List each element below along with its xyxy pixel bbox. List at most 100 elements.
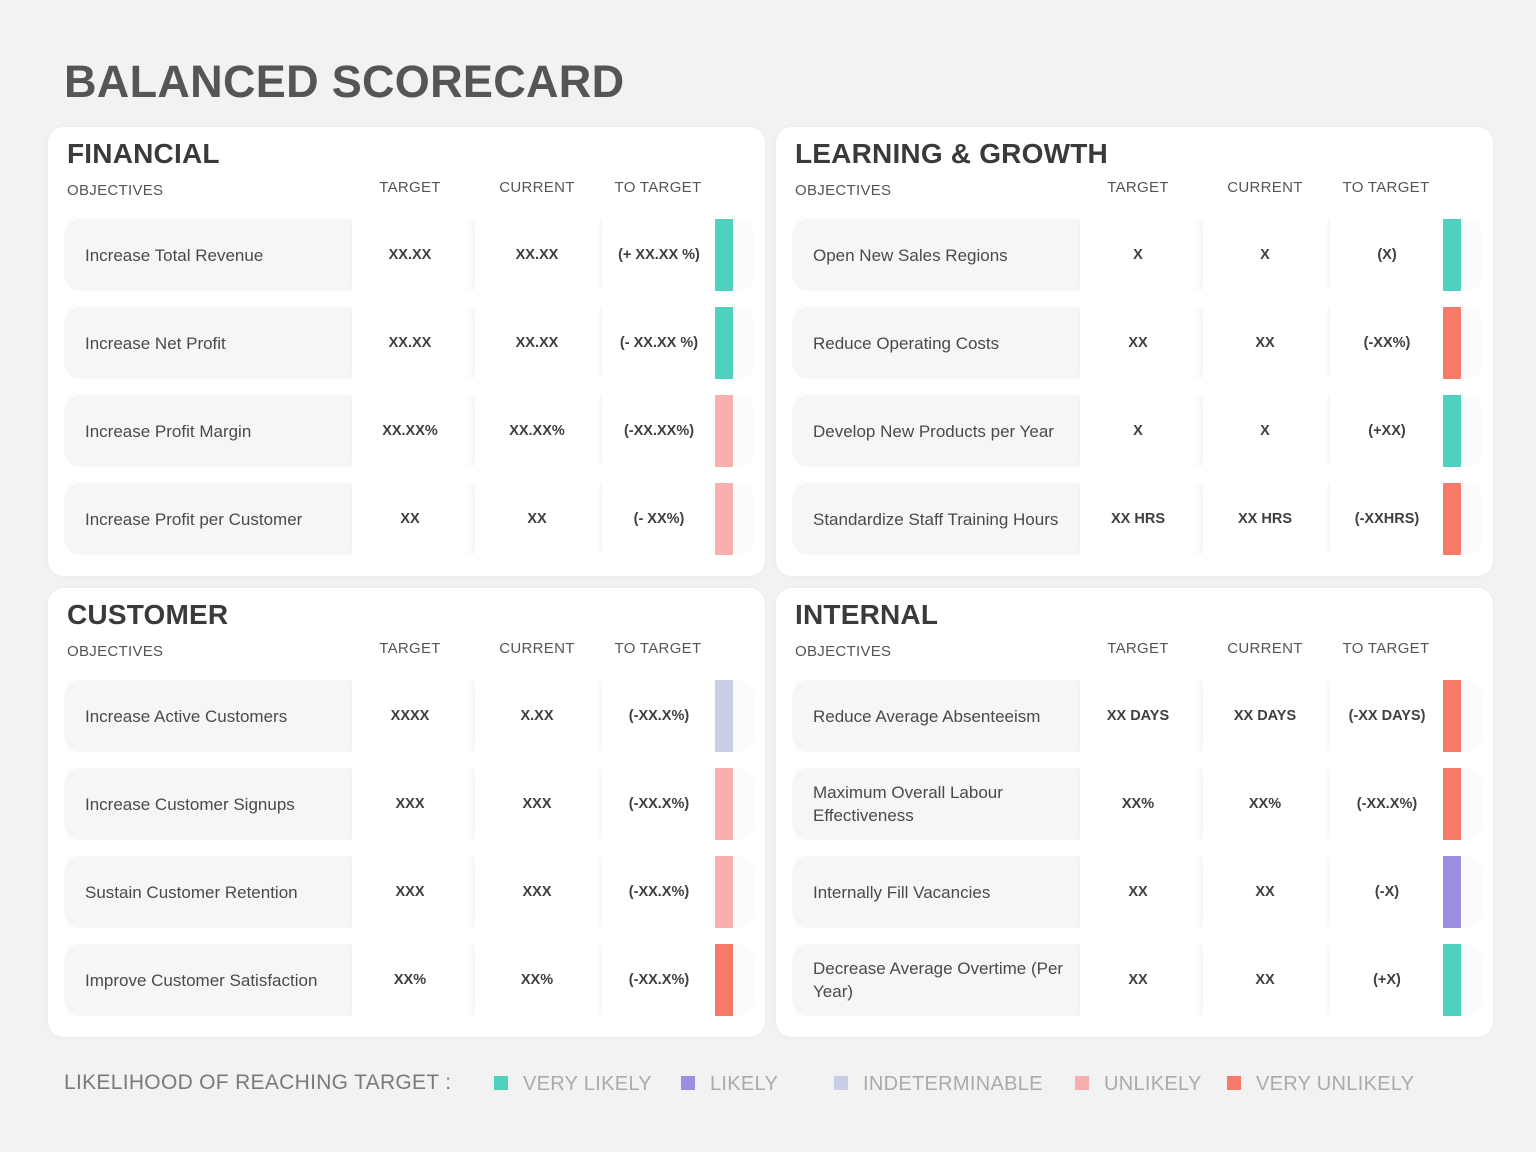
likely-swatch-icon	[681, 1075, 695, 1090]
target-value: XX%	[1080, 768, 1196, 840]
table-row: Reduce Average Absenteeism XX DAYS XX DA…	[792, 680, 1482, 752]
current-value: XXX	[475, 856, 599, 928]
quadrant-title: CUSTOMER	[67, 599, 229, 630]
to-target-value: (-XX DAYS)	[1330, 680, 1444, 752]
target-value: XX.XX	[352, 219, 468, 291]
current-value: XX%	[475, 944, 599, 1016]
target-value: XX	[1080, 307, 1196, 379]
table-row: Decrease Average Overtime (Per Year) XX …	[792, 944, 1482, 1016]
status-bar-icon	[715, 856, 733, 928]
target-header: TARGET	[1107, 640, 1169, 657]
current-value: XX HRS	[1203, 483, 1327, 555]
status-bar-icon	[715, 768, 733, 840]
legend-label: LIKELIHOOD OF REACHING TARGET :	[64, 1071, 452, 1094]
objectives-header: OBJECTIVES	[67, 182, 164, 199]
to-target-value: (X)	[1330, 219, 1444, 291]
to-target-value: (- XX.XX %)	[602, 307, 716, 379]
legend-item-label: INDETERMINABLE	[863, 1073, 1043, 1095]
table-row: Sustain Customer Retention XXX XXX (-XX.…	[64, 856, 754, 928]
to-target-value: (+X)	[1330, 944, 1444, 1016]
objective-cell: Reduce Operating Costs	[792, 307, 1080, 379]
legend-item-very-likely: VERY LIKELY	[494, 1073, 652, 1096]
legend-item-label: VERY UNLIKELY	[1256, 1073, 1415, 1095]
legend-item-indeterminable: INDETERMINABLE	[834, 1073, 1043, 1096]
indeterminable-swatch-icon	[834, 1075, 848, 1090]
objective-cell: Increase Active Customers	[64, 680, 352, 752]
current-header: CURRENT	[1227, 179, 1303, 196]
target-value: XX	[1080, 944, 1196, 1016]
quadrant-customer: CUSTOMER OBJECTIVES TARGET CURRENT TO TA…	[48, 588, 765, 1037]
to-target-value: (+ XX.XX %)	[602, 219, 716, 291]
to-target-value: (-XX%)	[1330, 307, 1444, 379]
to-target-value: (-XX.X%)	[602, 680, 716, 752]
target-header: TARGET	[379, 640, 441, 657]
to-target-header: TO TARGET	[1342, 179, 1430, 196]
current-value: XX	[1203, 944, 1327, 1016]
objective-cell: Standardize Staff Training Hours	[792, 483, 1080, 555]
to-target-header: TO TARGET	[614, 179, 702, 196]
status-bar-icon	[715, 680, 733, 752]
status-bar-icon	[1443, 944, 1461, 1016]
target-value: X	[1080, 395, 1196, 467]
objective-cell: Increase Profit per Customer	[64, 483, 352, 555]
to-target-value: (-X)	[1330, 856, 1444, 928]
table-row: Increase Customer Signups XXX XXX (-XX.X…	[64, 768, 754, 840]
target-value: XXXX	[352, 680, 468, 752]
to-target-value: (+XX)	[1330, 395, 1444, 467]
quadrant-title: FINANCIAL	[67, 138, 220, 169]
quadrant-financial: FINANCIAL OBJECTIVES TARGET CURRENT TO T…	[48, 127, 765, 576]
table-row: Standardize Staff Training Hours XX HRS …	[792, 483, 1482, 555]
to-target-value: (-XXHRS)	[1330, 483, 1444, 555]
current-value: XX	[1203, 307, 1327, 379]
status-bar-icon	[715, 219, 733, 291]
current-value: XX DAYS	[1203, 680, 1327, 752]
target-header: TARGET	[1107, 179, 1169, 196]
legend-item-label: LIKELY	[710, 1073, 779, 1095]
target-value: XX.XX%	[352, 395, 468, 467]
objective-cell: Improve Customer Satisfaction	[64, 944, 352, 1016]
current-header: CURRENT	[1227, 640, 1303, 657]
to-target-value: (-XX.X%)	[602, 944, 716, 1016]
target-value: XX.XX	[352, 307, 468, 379]
objectives-header: OBJECTIVES	[795, 643, 892, 660]
table-row: Reduce Operating Costs XX XX (-XX%)	[792, 307, 1482, 379]
target-value: XX%	[352, 944, 468, 1016]
table-row: Develop New Products per Year X X (+XX)	[792, 395, 1482, 467]
status-bar-icon	[1443, 483, 1461, 555]
quadrant-internal: INTERNAL OBJECTIVES TARGET CURRENT TO TA…	[776, 588, 1493, 1037]
status-bar-icon	[715, 483, 733, 555]
legend-item-likely: LIKELY	[681, 1073, 778, 1096]
target-value: XX HRS	[1080, 483, 1196, 555]
current-value: X	[1203, 219, 1327, 291]
legend-item-unlikely: UNLIKELY	[1075, 1073, 1202, 1096]
legend-item-label: UNLIKELY	[1104, 1073, 1202, 1095]
table-row: Improve Customer Satisfaction XX% XX% (-…	[64, 944, 754, 1016]
table-row: Internally Fill Vacancies XX XX (-X)	[792, 856, 1482, 928]
page-title: BALANCED SCORECARD	[64, 56, 625, 107]
objective-cell: Maximum Overall Labour Effectiveness	[792, 768, 1080, 840]
to-target-value: (-XX.X%)	[602, 768, 716, 840]
target-value: XX DAYS	[1080, 680, 1196, 752]
current-value: XX.XX%	[475, 395, 599, 467]
objective-cell: Sustain Customer Retention	[64, 856, 352, 928]
target-header: TARGET	[379, 179, 441, 196]
status-bar-icon	[1443, 219, 1461, 291]
very-unlikely-swatch-icon	[1227, 1075, 1241, 1090]
table-row: Open New Sales Regions X X (X)	[792, 219, 1482, 291]
to-target-value: (-XX.X%)	[602, 856, 716, 928]
status-bar-icon	[1443, 680, 1461, 752]
objective-cell: Increase Profit Margin	[64, 395, 352, 467]
objectives-list: Increase Active Customers XXXX X.XX (-XX…	[64, 680, 754, 1032]
table-row: Increase Active Customers XXXX X.XX (-XX…	[64, 680, 754, 752]
objectives-list: Increase Total Revenue XX.XX XX.XX (+ XX…	[64, 219, 754, 571]
status-bar-icon	[1443, 856, 1461, 928]
legend-item-very-unlikely: VERY UNLIKELY	[1227, 1073, 1414, 1096]
status-bar-icon	[1443, 395, 1461, 467]
status-bar-icon	[1443, 307, 1461, 379]
objective-cell: Reduce Average Absenteeism	[792, 680, 1080, 752]
target-value: XXX	[352, 768, 468, 840]
to-target-value: (-XX.XX%)	[602, 395, 716, 467]
target-value: XXX	[352, 856, 468, 928]
current-value: XX.XX	[475, 219, 599, 291]
objective-cell: Internally Fill Vacancies	[792, 856, 1080, 928]
